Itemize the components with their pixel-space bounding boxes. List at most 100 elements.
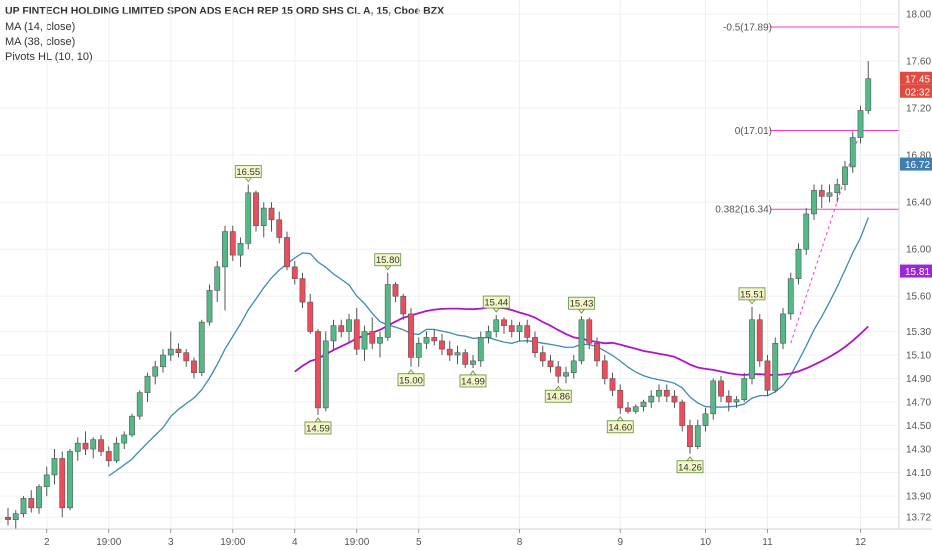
- candle[interactable]: [485, 325, 492, 344]
- candle[interactable]: [563, 366, 569, 384]
- candles[interactable]: [5, 61, 872, 529]
- candle[interactable]: [501, 317, 507, 334]
- candle[interactable]: [756, 313, 763, 367]
- candle[interactable]: [570, 355, 577, 379]
- candle[interactable]: [113, 437, 120, 464]
- candle[interactable]: [648, 390, 655, 408]
- candle[interactable]: [322, 331, 329, 412]
- candle[interactable]: [284, 231, 290, 271]
- candle[interactable]: [5, 507, 11, 526]
- candle[interactable]: [454, 345, 461, 365]
- candle[interactable]: [632, 404, 639, 414]
- candle[interactable]: [82, 431, 89, 455]
- candle[interactable]: [67, 449, 73, 511]
- candle[interactable]: [772, 337, 779, 393]
- candle[interactable]: [532, 331, 538, 358]
- candle[interactable]: [291, 260, 298, 285]
- candle[interactable]: [741, 372, 748, 403]
- candle[interactable]: [167, 331, 174, 361]
- candle[interactable]: [834, 178, 841, 203]
- candle[interactable]: [12, 510, 19, 529]
- candle[interactable]: [516, 322, 523, 341]
- candle[interactable]: [477, 331, 484, 367]
- candle[interactable]: [229, 225, 236, 261]
- candle[interactable]: [408, 307, 414, 367]
- candle[interactable]: [392, 282, 399, 303]
- candle[interactable]: [36, 484, 42, 514]
- candle[interactable]: [547, 355, 554, 373]
- candle[interactable]: [679, 399, 686, 432]
- candle[interactable]: [733, 396, 740, 408]
- candle[interactable]: [353, 307, 360, 356]
- candle[interactable]: [338, 319, 345, 338]
- candle[interactable]: [687, 419, 693, 454]
- candle[interactable]: [702, 407, 709, 432]
- y-axis[interactable]: 18.00 17.60 17.20 16.80 16.40 16.00 15.60 15.30…: [906, 10, 931, 524]
- candle[interactable]: [818, 184, 825, 209]
- candle[interactable]: [439, 333, 445, 356]
- candle[interactable]: [539, 345, 546, 367]
- candle[interactable]: [144, 372, 151, 403]
- candle[interactable]: [578, 316, 585, 365]
- indicator-ma38-legend[interactable]: MA (38, close): [5, 36, 76, 48]
- candle[interactable]: [369, 317, 376, 350]
- candle[interactable]: [617, 384, 624, 414]
- candle[interactable]: [206, 284, 213, 326]
- candle[interactable]: [361, 325, 368, 361]
- candle[interactable]: [725, 390, 732, 412]
- candle[interactable]: [586, 317, 593, 350]
- candle[interactable]: [671, 390, 678, 408]
- candle[interactable]: [51, 449, 58, 485]
- candle[interactable]: [656, 384, 662, 403]
- candle[interactable]: [59, 451, 66, 518]
- candle[interactable]: [191, 357, 197, 379]
- candle[interactable]: [152, 360, 159, 385]
- candle[interactable]: [594, 337, 600, 367]
- candle[interactable]: [842, 161, 848, 191]
- candle[interactable]: [694, 419, 701, 450]
- candle[interactable]: [780, 307, 786, 350]
- candle[interactable]: [214, 260, 221, 303]
- candle[interactable]: [787, 272, 794, 320]
- candle[interactable]: [795, 243, 802, 285]
- candle[interactable]: [299, 272, 306, 308]
- candle[interactable]: [346, 313, 352, 344]
- candle[interactable]: [377, 331, 383, 358]
- candle[interactable]: [803, 208, 810, 256]
- candle[interactable]: [811, 184, 817, 220]
- candle[interactable]: [98, 434, 104, 457]
- candle[interactable]: [431, 329, 438, 346]
- candle[interactable]: [718, 376, 724, 403]
- candle[interactable]: [764, 355, 771, 397]
- candle[interactable]: [160, 349, 166, 373]
- candle[interactable]: [175, 343, 182, 358]
- x-axis[interactable]: 2 19:00 3 19:00 4 19:00 5 8 9 10 11 12: [44, 529, 867, 548]
- candle[interactable]: [105, 446, 112, 467]
- candle[interactable]: [415, 337, 422, 367]
- candle[interactable]: [400, 293, 407, 320]
- candle[interactable]: [470, 355, 476, 368]
- candle[interactable]: [493, 315, 500, 338]
- candle[interactable]: [423, 331, 430, 350]
- candle[interactable]: [307, 293, 314, 334]
- candle[interactable]: [198, 319, 205, 377]
- candle[interactable]: [508, 319, 515, 338]
- candle[interactable]: [276, 211, 283, 244]
- candle[interactable]: [446, 340, 453, 361]
- candle[interactable]: [865, 61, 872, 115]
- candle[interactable]: [524, 319, 531, 344]
- candle[interactable]: [640, 399, 647, 412]
- candle[interactable]: [315, 329, 321, 415]
- candle[interactable]: [609, 372, 616, 397]
- candle[interactable]: [28, 490, 35, 513]
- candle[interactable]: [710, 378, 717, 420]
- candle[interactable]: [121, 431, 128, 450]
- candle[interactable]: [74, 437, 81, 461]
- indicator-pivots-legend[interactable]: Pivots HL (10, 10): [5, 51, 93, 63]
- indicator-ma14-legend[interactable]: MA (14, close): [5, 21, 76, 33]
- candle[interactable]: [384, 272, 391, 341]
- candle[interactable]: [330, 319, 337, 350]
- candle[interactable]: [237, 237, 244, 267]
- candle[interactable]: [90, 437, 97, 459]
